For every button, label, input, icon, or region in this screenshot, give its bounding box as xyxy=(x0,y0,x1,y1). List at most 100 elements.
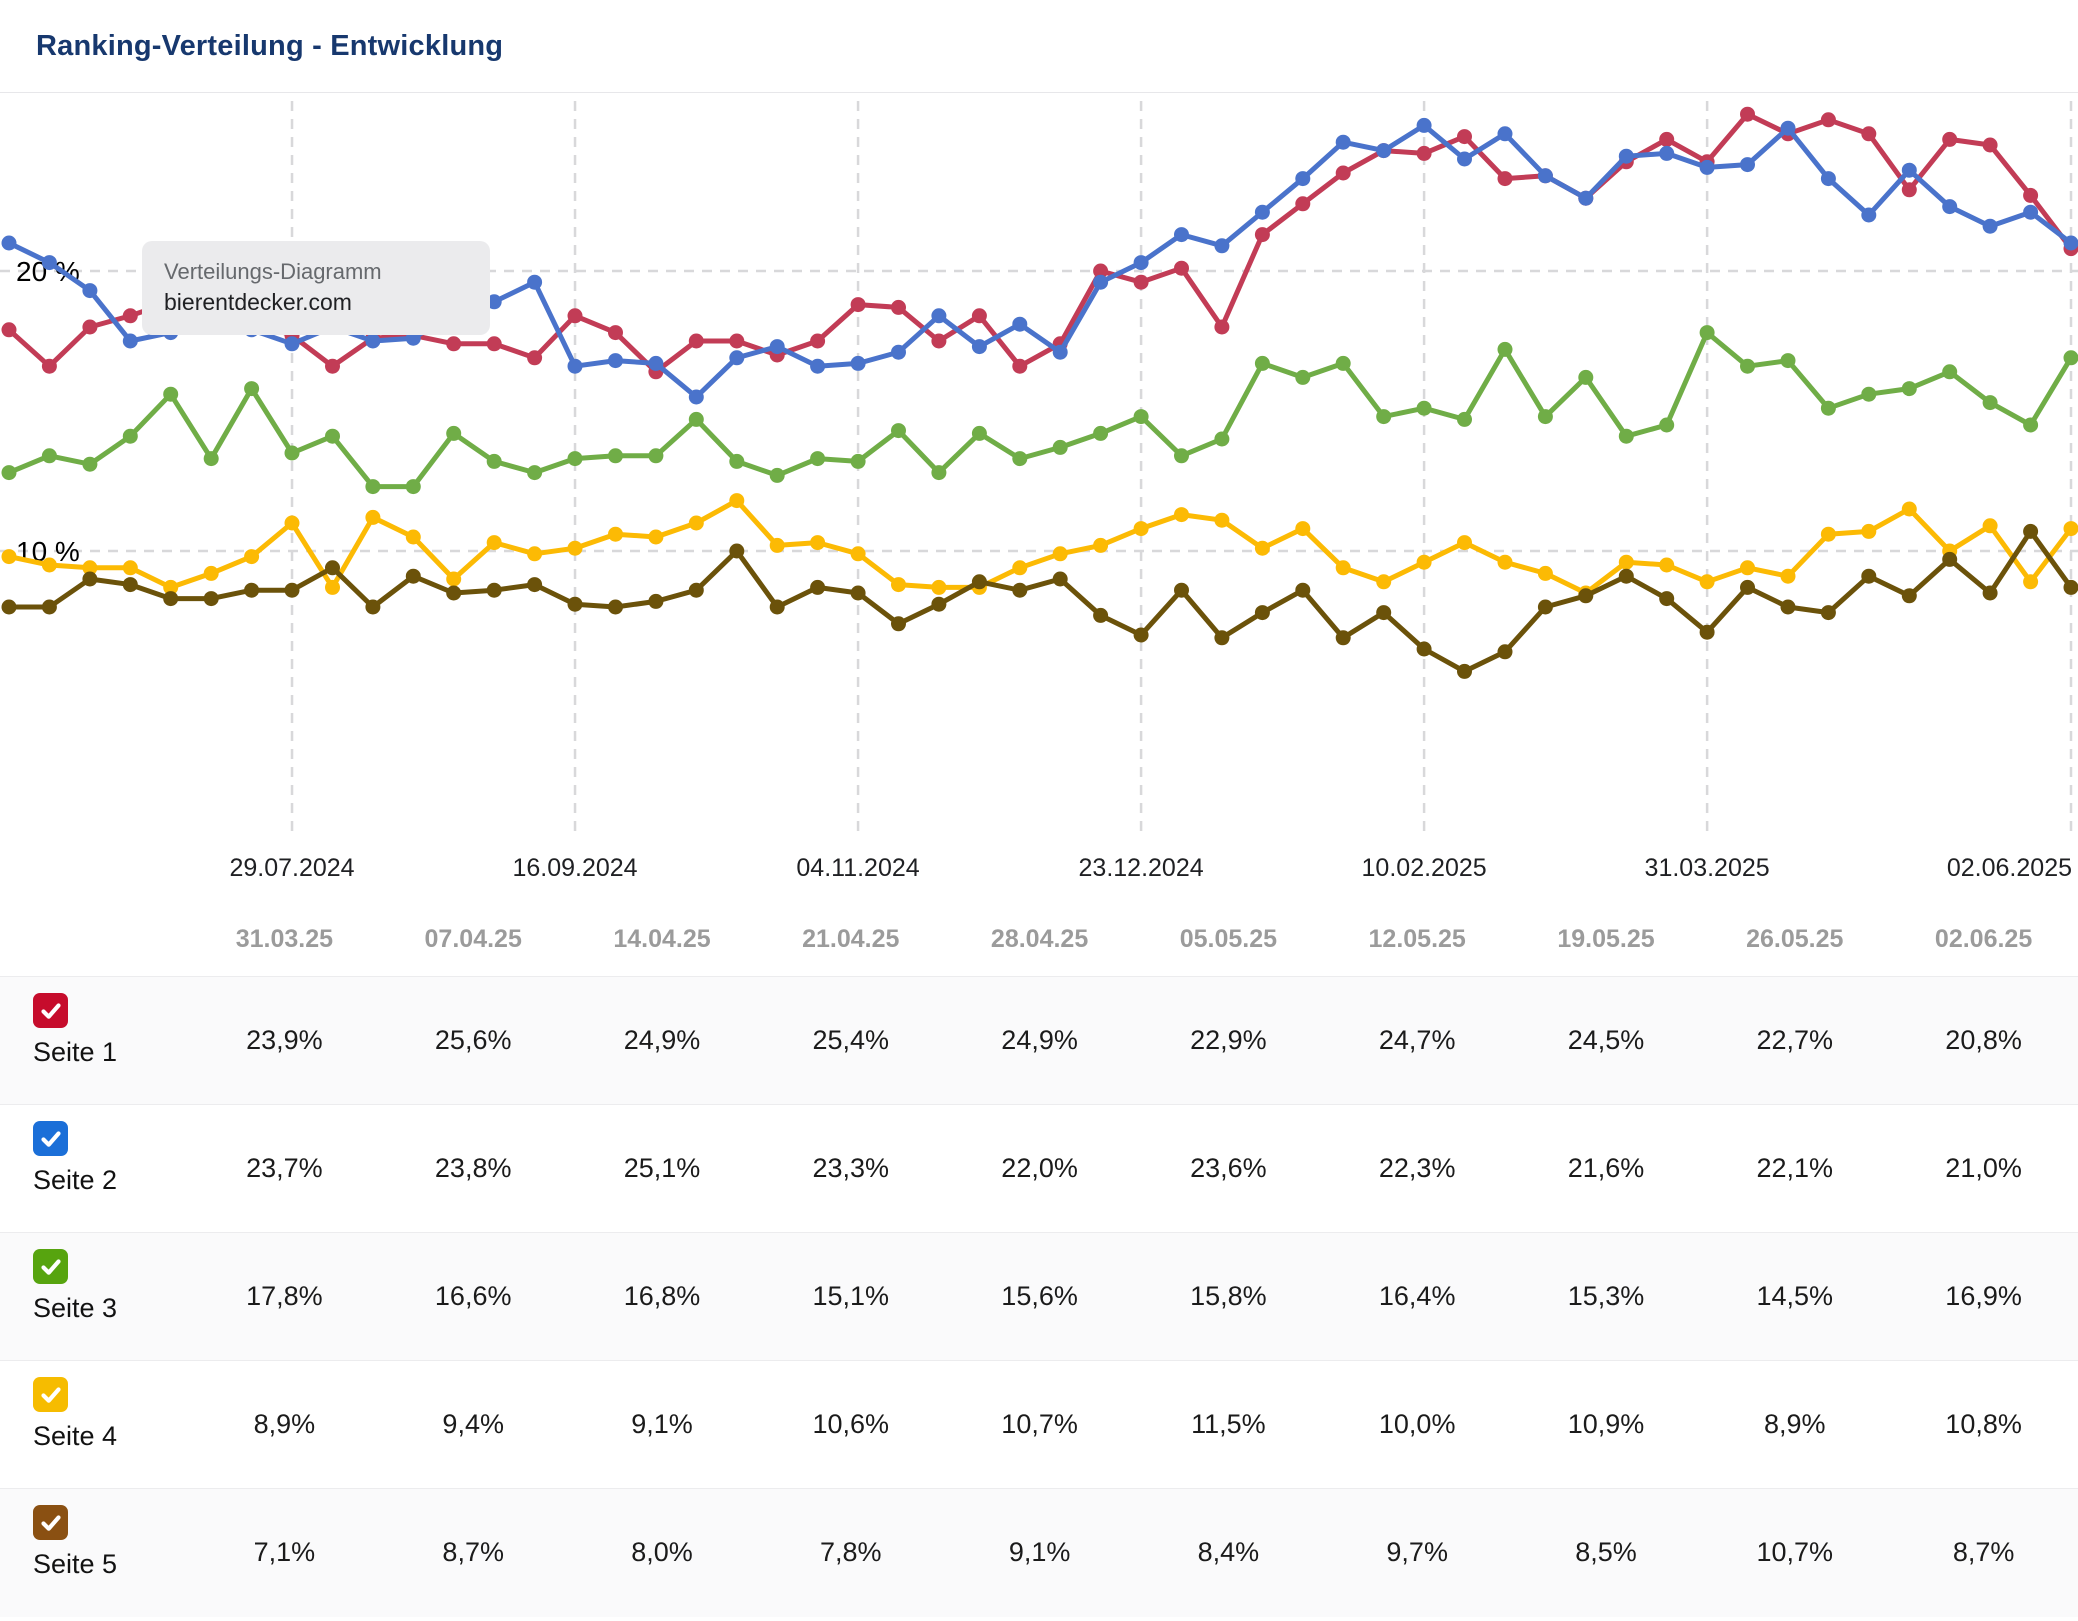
data-point[interactable] xyxy=(1982,395,1998,411)
data-point[interactable] xyxy=(688,582,704,598)
data-point[interactable] xyxy=(365,599,381,615)
data-point[interactable] xyxy=(1699,325,1715,341)
data-point[interactable] xyxy=(1214,630,1230,646)
data-point[interactable] xyxy=(325,560,340,576)
data-point[interactable] xyxy=(284,445,300,461)
data-point[interactable] xyxy=(82,571,98,587)
data-point[interactable] xyxy=(1901,501,1917,517)
data-point[interactable] xyxy=(122,560,138,576)
data-point[interactable] xyxy=(1254,605,1270,621)
data-point[interactable] xyxy=(1780,353,1796,369)
data-point[interactable] xyxy=(567,451,583,467)
data-point[interactable] xyxy=(1820,112,1836,128)
data-point[interactable] xyxy=(1093,607,1109,623)
data-point[interactable] xyxy=(1578,369,1594,385)
data-point[interactable] xyxy=(1780,120,1796,136)
data-point[interactable] xyxy=(1942,364,1958,380)
data-point[interactable] xyxy=(608,325,623,341)
data-point[interactable] xyxy=(1254,540,1270,556)
data-point[interactable] xyxy=(931,579,947,595)
data-point[interactable] xyxy=(1820,400,1836,416)
data-point[interactable] xyxy=(1012,358,1028,374)
data-point[interactable] xyxy=(1335,630,1351,646)
ranking-distribution-line-chart[interactable]: 20 %10 %29.07.2024 16.09.2024 04.11.2024 23… xyxy=(0,93,2078,902)
data-point[interactable] xyxy=(1335,355,1351,371)
data-point[interactable] xyxy=(405,568,421,584)
data-point[interactable] xyxy=(2023,204,2039,220)
data-point[interactable] xyxy=(284,582,300,598)
data-point[interactable] xyxy=(1497,126,1513,142)
data-point[interactable] xyxy=(769,467,785,483)
data-point[interactable] xyxy=(1578,190,1594,206)
data-point[interactable] xyxy=(527,350,543,366)
data-point[interactable] xyxy=(1942,131,1958,147)
data-point[interactable] xyxy=(1295,196,1311,212)
data-point[interactable] xyxy=(1416,145,1432,161)
data-point[interactable] xyxy=(1093,537,1109,553)
data-point[interactable] xyxy=(769,339,785,355)
data-point[interactable] xyxy=(1982,518,1998,534)
data-point[interactable] xyxy=(688,333,704,349)
data-point[interactable] xyxy=(2023,523,2039,539)
data-point[interactable] xyxy=(163,579,179,595)
seite-2-checkbox[interactable] xyxy=(33,1121,68,1156)
data-point[interactable] xyxy=(1376,409,1392,425)
data-point[interactable] xyxy=(1659,145,1675,161)
data-point[interactable] xyxy=(688,411,704,427)
data-point[interactable] xyxy=(729,453,745,469)
data-point[interactable] xyxy=(1,322,17,338)
data-point[interactable] xyxy=(41,448,57,464)
data-point[interactable] xyxy=(1335,560,1351,576)
data-point[interactable] xyxy=(1618,568,1634,584)
data-point[interactable] xyxy=(688,515,704,531)
data-point[interactable] xyxy=(1537,565,1553,581)
data-point[interactable] xyxy=(1942,199,1958,215)
data-point[interactable] xyxy=(365,479,381,495)
data-point[interactable] xyxy=(486,294,502,310)
data-point[interactable] xyxy=(325,579,340,595)
data-point[interactable] xyxy=(1012,560,1028,576)
data-point[interactable] xyxy=(1254,227,1270,243)
data-point[interactable] xyxy=(1254,355,1270,371)
seite-5-checkbox[interactable] xyxy=(33,1505,68,1540)
data-point[interactable] xyxy=(1820,171,1836,187)
data-point[interactable] xyxy=(1295,369,1311,385)
data-point[interactable] xyxy=(1740,579,1755,595)
data-point[interactable] xyxy=(567,596,583,612)
data-point[interactable] xyxy=(1861,126,1877,142)
data-point[interactable] xyxy=(810,451,826,467)
data-point[interactable] xyxy=(891,299,906,315)
data-point[interactable] xyxy=(2063,579,2078,595)
data-point[interactable] xyxy=(1618,148,1634,164)
data-point[interactable] xyxy=(446,571,462,587)
data-point[interactable] xyxy=(41,255,57,271)
data-point[interactable] xyxy=(1133,255,1149,271)
data-point[interactable] xyxy=(1093,263,1109,279)
data-point[interactable] xyxy=(163,591,179,607)
data-point[interactable] xyxy=(122,577,138,593)
data-point[interactable] xyxy=(1335,165,1351,181)
data-point[interactable] xyxy=(1457,663,1472,679)
data-point[interactable] xyxy=(203,451,219,467)
data-point[interactable] xyxy=(82,456,98,472)
data-point[interactable] xyxy=(1295,521,1311,537)
data-point[interactable] xyxy=(244,549,260,565)
data-point[interactable] xyxy=(1820,526,1836,542)
data-point[interactable] xyxy=(486,336,502,352)
data-point[interactable] xyxy=(1254,204,1270,220)
data-point[interactable] xyxy=(1618,428,1634,444)
data-point[interactable] xyxy=(1901,588,1917,604)
data-point[interactable] xyxy=(203,591,219,607)
data-point[interactable] xyxy=(1740,560,1755,576)
data-point[interactable] xyxy=(1699,159,1715,175)
seite-1-checkbox[interactable] xyxy=(33,993,68,1028)
data-point[interactable] xyxy=(1376,574,1392,590)
data-point[interactable] xyxy=(2023,417,2039,433)
data-point[interactable] xyxy=(1174,582,1189,598)
data-point[interactable] xyxy=(1133,274,1149,290)
data-point[interactable] xyxy=(1174,448,1189,464)
data-point[interactable] xyxy=(1578,588,1594,604)
data-point[interactable] xyxy=(1457,129,1472,145)
data-point[interactable] xyxy=(1457,535,1472,551)
data-point[interactable] xyxy=(648,593,664,609)
